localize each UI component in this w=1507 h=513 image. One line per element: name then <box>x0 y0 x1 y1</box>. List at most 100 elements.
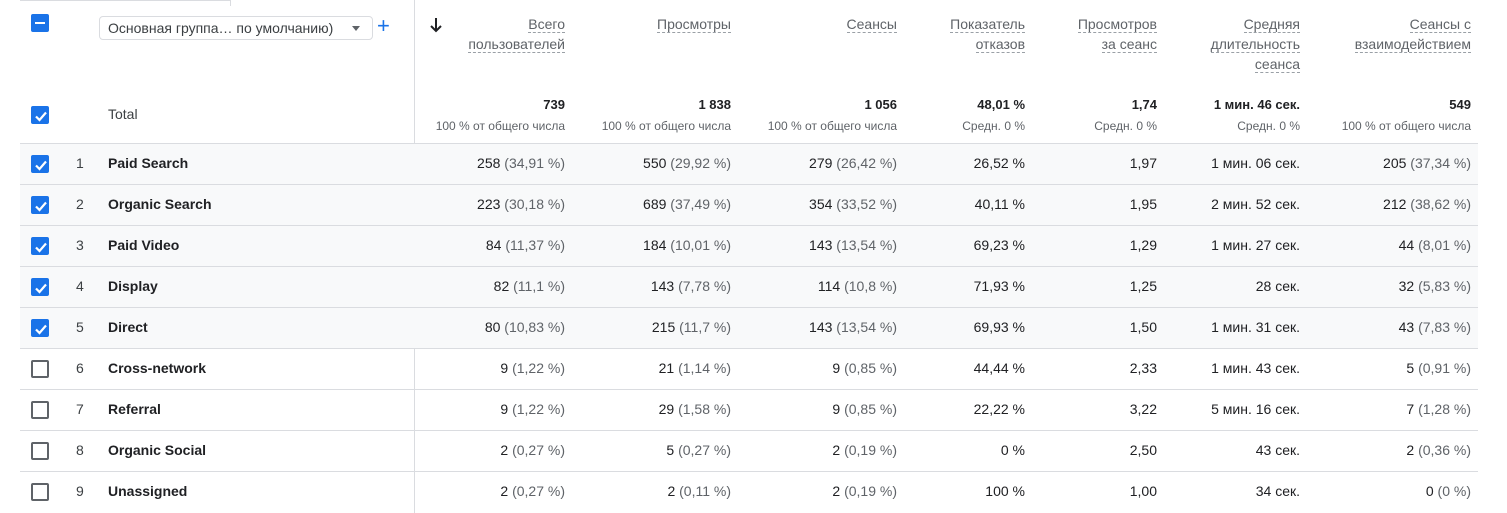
row-cell: 1,50 <box>1037 319 1157 335</box>
row-rank: 7 <box>76 401 84 417</box>
table-row[interactable] <box>20 430 1478 471</box>
table-row[interactable] <box>20 348 1478 389</box>
table-row[interactable] <box>20 307 1478 348</box>
table-row[interactable] <box>20 266 1478 307</box>
row-cell: 2 (0,11 %) <box>581 483 731 499</box>
row-cell: 0 (0 %) <box>1321 483 1471 499</box>
row-cell: 2 (0,27 %) <box>415 483 565 499</box>
row-cell: 34 сек. <box>1170 483 1300 499</box>
column-header-3[interactable]: Сеансы <box>747 14 897 34</box>
column-header-2[interactable]: Просмотры <box>581 14 731 34</box>
column-header-line: Средняя <box>1243 16 1300 33</box>
row-label[interactable]: Cross-network <box>108 360 207 376</box>
select-all-checkbox[interactable] <box>31 14 49 32</box>
cell-value: 223 <box>477 196 501 212</box>
cell-value: 43 сек. <box>1255 442 1300 458</box>
row-cell: 1 мин. 31 сек. <box>1170 319 1300 335</box>
table-row[interactable] <box>20 143 1478 184</box>
row-cell: 9 (1,22 %) <box>415 401 565 417</box>
cell-value: 3,22 <box>1129 401 1157 417</box>
row-cell: 354 (33,52 %) <box>747 196 897 212</box>
table-row[interactable] <box>20 389 1478 430</box>
column-header-6[interactable]: Средняя длительность сеанса <box>1170 14 1300 74</box>
column-header-1[interactable]: Всего пользователей <box>415 14 565 54</box>
row-label[interactable]: Unassigned <box>108 483 188 499</box>
dimension-select[interactable]: Основная группа… по умолчанию) <box>99 16 373 40</box>
row-label[interactable]: Organic Search <box>108 196 212 212</box>
cell-value: 212 <box>1383 196 1407 212</box>
cell-value: 1,00 <box>1129 483 1157 499</box>
row-label[interactable]: Direct <box>108 319 148 335</box>
row-cell: 2 мин. 52 сек. <box>1170 196 1300 212</box>
cell-value: 550 <box>643 155 667 171</box>
row-label[interactable]: Paid Video <box>108 237 180 253</box>
row-checkbox[interactable] <box>31 237 49 255</box>
total-value: 549 <box>1449 97 1471 112</box>
table-row[interactable] <box>20 225 1478 266</box>
cell-value: 7 <box>1406 401 1415 417</box>
total-value: 739 <box>543 97 565 112</box>
cell-percent: (0,85 %) <box>844 360 897 376</box>
row-label[interactable]: Paid Search <box>108 155 189 171</box>
sort-down-icon[interactable] <box>429 17 443 33</box>
row-cell: 1,00 <box>1037 483 1157 499</box>
row-cell: 22,22 % <box>905 401 1025 417</box>
cell-percent: (37,49 %) <box>670 196 731 212</box>
row-cell: 26,52 % <box>905 155 1025 171</box>
check-icon <box>35 111 47 122</box>
row-checkbox[interactable] <box>31 401 49 419</box>
column-header-line: Показатель <box>950 16 1025 33</box>
cell-value: 2 <box>500 442 509 458</box>
row-cell: 1,25 <box>1037 278 1157 294</box>
cell-percent: (1,22 %) <box>512 360 565 376</box>
total-checkbox[interactable] <box>31 106 49 124</box>
row-checkbox[interactable] <box>31 196 49 214</box>
cell-percent: (30,18 %) <box>504 196 565 212</box>
row-checkbox[interactable] <box>31 483 49 501</box>
cell-value: 1 мин. 06 сек. <box>1211 155 1300 171</box>
row-checkbox[interactable] <box>31 319 49 337</box>
column-header-line: Просмотры <box>657 16 731 33</box>
column-header-4[interactable]: Показатель отказов <box>905 14 1025 54</box>
check-icon <box>35 160 47 171</box>
row-checkbox[interactable] <box>31 278 49 296</box>
row-checkbox[interactable] <box>31 442 49 460</box>
row-cell: 7 (1,28 %) <box>1321 401 1471 417</box>
cell-value: 143 <box>650 278 675 294</box>
cell-value: 354 <box>809 196 833 212</box>
row-cell: 1 мин. 43 сек. <box>1170 360 1300 376</box>
row-label[interactable]: Organic Social <box>108 442 207 458</box>
column-header-line: Сеансы с <box>1409 16 1471 33</box>
table-row[interactable] <box>20 184 1478 225</box>
add-dimension-icon[interactable]: + <box>377 13 390 38</box>
total-value: 1 мин. 46 сек. <box>1213 97 1300 112</box>
cell-value: 84 <box>485 237 502 253</box>
row-cell: 1 мин. 06 сек. <box>1170 155 1300 171</box>
column-header-7[interactable]: Сеансы с взаимодействием <box>1321 14 1471 54</box>
cell-value: 29 <box>658 401 675 417</box>
cell-percent: (0,91 %) <box>1418 360 1471 376</box>
cell-percent: (13,54 %) <box>836 237 897 253</box>
row-cell: 1,29 <box>1037 237 1157 253</box>
row-rank: 2 <box>76 196 84 212</box>
table-row[interactable] <box>20 471 1478 512</box>
row-cell: 2,50 <box>1037 442 1157 458</box>
row-rank: 3 <box>76 237 84 253</box>
total-subtext: Средн. 0 % <box>1237 119 1300 133</box>
row-cell: 258 (34,91 %) <box>415 155 565 171</box>
cell-value: 9 <box>500 360 509 376</box>
top-border-tick <box>230 0 231 6</box>
cell-percent: (0,27 %) <box>678 442 731 458</box>
total-value: 48,01 % <box>977 97 1025 112</box>
cell-value: 9 <box>832 401 841 417</box>
row-label[interactable]: Referral <box>108 401 161 417</box>
column-header-5[interactable]: Просмотров за сеанс <box>1037 14 1157 54</box>
column-header-line: Просмотров <box>1077 16 1157 33</box>
row-cell: 1 мин. 27 сек. <box>1170 237 1300 253</box>
row-checkbox[interactable] <box>31 360 49 378</box>
column-header-line: сеанса <box>1254 56 1300 73</box>
cell-percent: (10,83 %) <box>504 319 565 335</box>
cell-value: 32 <box>1398 278 1415 294</box>
row-checkbox[interactable] <box>31 155 49 173</box>
row-label[interactable]: Display <box>108 278 158 294</box>
